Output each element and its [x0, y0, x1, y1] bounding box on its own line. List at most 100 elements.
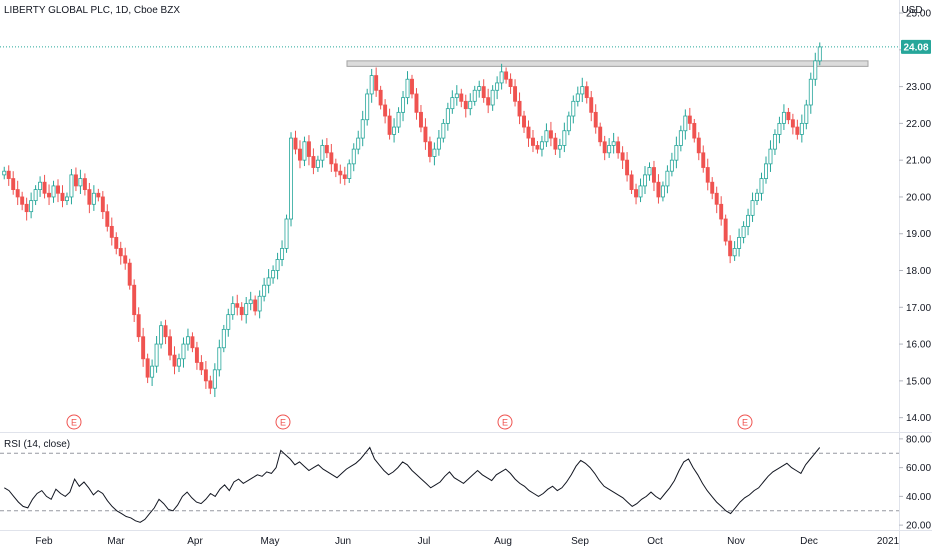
candle-body [154, 343, 159, 367]
candle [369, 68, 374, 103]
candle [91, 185, 96, 211]
candle [47, 184, 52, 206]
candle [777, 116, 782, 144]
candle-body [257, 295, 262, 312]
candle-body [490, 89, 495, 106]
candle-body [65, 196, 69, 202]
candle [42, 174, 47, 199]
candle-body [190, 336, 195, 349]
price-tick-label: 15.00 [906, 376, 931, 387]
candle [759, 172, 764, 201]
candle [598, 122, 603, 147]
candle [768, 140, 773, 172]
earnings-marker-icon[interactable]: E [66, 414, 82, 430]
candle [347, 159, 352, 183]
candle [795, 119, 800, 140]
candle [513, 79, 518, 107]
candle [647, 162, 652, 181]
candle-body [15, 189, 20, 198]
candle [705, 158, 710, 191]
candle [423, 118, 428, 150]
candle-body [472, 89, 477, 102]
candle [669, 152, 674, 177]
candle [6, 165, 11, 186]
earnings-marker-icon[interactable]: E [737, 414, 753, 430]
candle-body [329, 152, 334, 165]
resistance-zone-rect[interactable] [346, 60, 869, 67]
candle-body [759, 178, 764, 194]
time-tick-label: May [261, 536, 280, 547]
candle-body [2, 170, 7, 176]
candle [168, 329, 173, 361]
candle [29, 192, 34, 219]
earnings-marker-icon[interactable]: E [497, 414, 513, 430]
price-tick-label: 19.00 [906, 229, 931, 240]
candle-body [607, 145, 612, 154]
candle [548, 121, 553, 147]
candle-body [795, 126, 800, 135]
candle-body [495, 82, 500, 91]
candle [441, 118, 446, 143]
candle [315, 155, 320, 172]
candle-body [669, 159, 674, 172]
candle-body [643, 174, 647, 187]
candle-body [29, 200, 34, 213]
candle-body [450, 97, 455, 110]
candle-body [42, 181, 47, 194]
candle-body [799, 122, 804, 135]
candle [253, 295, 258, 316]
candle-body [177, 358, 181, 367]
candle [154, 335, 159, 373]
time-tick-label: Dec [800, 536, 818, 547]
earnings-marker-icon[interactable]: E [275, 414, 291, 430]
candle-body [436, 137, 441, 150]
price-tick-label: 25.00 [906, 9, 931, 20]
candle [790, 113, 795, 135]
candle-body [239, 306, 244, 316]
candle [696, 132, 701, 161]
candle [584, 81, 589, 104]
candle-body [6, 170, 11, 179]
candle [813, 52, 818, 86]
candle [638, 178, 643, 203]
candle [118, 241, 123, 265]
candle [737, 228, 742, 257]
candle-body [660, 185, 665, 198]
candle-body [275, 259, 280, 271]
candle-body [611, 141, 616, 146]
candle-body [629, 174, 634, 190]
candle-body [602, 141, 607, 154]
candle-body [634, 189, 639, 198]
candle [580, 77, 585, 103]
candle [755, 188, 759, 206]
time-tick-label: Aug [494, 536, 512, 547]
candle [616, 136, 621, 159]
candle [163, 319, 168, 345]
currency-label: USD [901, 5, 922, 16]
candle-body [620, 152, 625, 161]
price-tick-label: 23.00 [906, 82, 931, 93]
candle [764, 156, 768, 184]
candle [2, 166, 7, 180]
candle [714, 186, 719, 214]
candle [450, 90, 455, 114]
candle [293, 130, 298, 155]
candle [459, 88, 464, 108]
candle [463, 94, 468, 118]
candle-body [714, 192, 719, 205]
candle-body [145, 358, 150, 378]
chart-title: LIBERTY GLOBAL PLC, 1D, Cboe BZX [4, 5, 180, 16]
candle [634, 183, 639, 205]
candle-body [737, 237, 742, 249]
rsi-axis: 80.00 60.00 40.00 20.00 [899, 434, 931, 532]
candle [508, 73, 513, 94]
candle [329, 143, 334, 172]
time-tick-label: Jun [335, 536, 351, 547]
candle [127, 258, 132, 290]
candle-body [24, 203, 29, 213]
candle-body [87, 189, 92, 205]
candle-body [768, 148, 773, 165]
candle [365, 88, 370, 126]
